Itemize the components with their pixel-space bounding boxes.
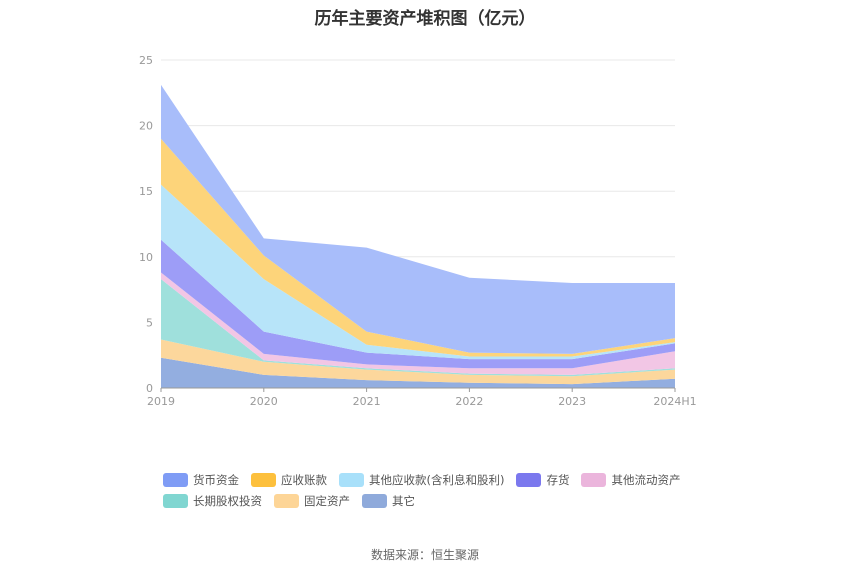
x-tick-label: 2023 xyxy=(558,395,586,408)
legend-swatch xyxy=(516,473,542,487)
legend-item[interactable]: 存货 xyxy=(516,472,569,488)
area-series xyxy=(161,184,675,360)
x-tick-label: 2019 xyxy=(147,395,175,408)
legend-item[interactable]: 应收账款 xyxy=(251,472,327,488)
area-layer xyxy=(161,84,675,388)
legend-item[interactable]: 其他应收款(含利息和股利) xyxy=(339,472,504,488)
area-series xyxy=(161,239,675,369)
legend-swatch xyxy=(581,473,607,487)
legend-item[interactable]: 其他流动资产 xyxy=(581,472,680,488)
x-tick-label: 2024H1 xyxy=(653,395,696,408)
y-tick-label: 15 xyxy=(139,185,153,198)
legend-swatch xyxy=(163,494,188,508)
area-series xyxy=(161,84,675,354)
legend-item[interactable]: 固定资产 xyxy=(274,493,350,509)
legend-label: 长期股权投资 xyxy=(193,494,262,508)
area-series xyxy=(161,339,675,385)
y-tick-label: 5 xyxy=(146,316,153,329)
legend-row: 长期股权投资 固定资产 其它 xyxy=(163,493,723,509)
y-tick-label: 20 xyxy=(139,120,153,133)
y-tick-label: 10 xyxy=(139,251,153,264)
x-tick-label: 2021 xyxy=(353,395,381,408)
legend-label: 货币资金 xyxy=(193,473,239,487)
legend-label: 固定资产 xyxy=(304,494,350,508)
legend-label: 其他应收款(含利息和股利) xyxy=(369,473,505,487)
legend-label: 其他流动资产 xyxy=(611,473,681,487)
legend-item[interactable]: 货币资金 xyxy=(163,472,239,488)
legend-row: 货币资金 应收账款 其他应收款(含利息和股利) 存货 其他流动资产 xyxy=(163,472,723,488)
axis-layer: 0 5 10 15 20 25 2019 2020 2021 2022 2023 2024H1 xyxy=(139,54,697,408)
legend-swatch xyxy=(251,473,276,487)
legend-swatch xyxy=(163,473,188,487)
chart-title: 历年主要资产堆积图（亿元） xyxy=(314,9,536,29)
legend-swatch xyxy=(339,473,364,487)
data-source-note: 数据来源：恒生聚源 xyxy=(370,548,479,562)
legend: 货币资金 应收账款 其他应收款(含利息和股利) 存货 其他流动资产长期股权投资 固定资产 其… xyxy=(163,472,723,514)
legend-item[interactable]: 其它 xyxy=(362,493,415,509)
legend-label: 应收账款 xyxy=(281,473,327,487)
legend-label: 其它 xyxy=(392,494,415,508)
y-tick-label: 0 xyxy=(146,382,153,395)
y-tick-label: 25 xyxy=(139,54,153,67)
area-series xyxy=(161,357,675,388)
legend-swatch xyxy=(362,494,387,508)
legend-swatch xyxy=(274,494,299,508)
x-tick-label: 2022 xyxy=(455,395,483,408)
legend-label: 存货 xyxy=(546,473,570,487)
x-tick-label: 2020 xyxy=(250,395,278,408)
area-series xyxy=(161,272,675,375)
legend-item[interactable]: 长期股权投资 xyxy=(163,493,262,509)
